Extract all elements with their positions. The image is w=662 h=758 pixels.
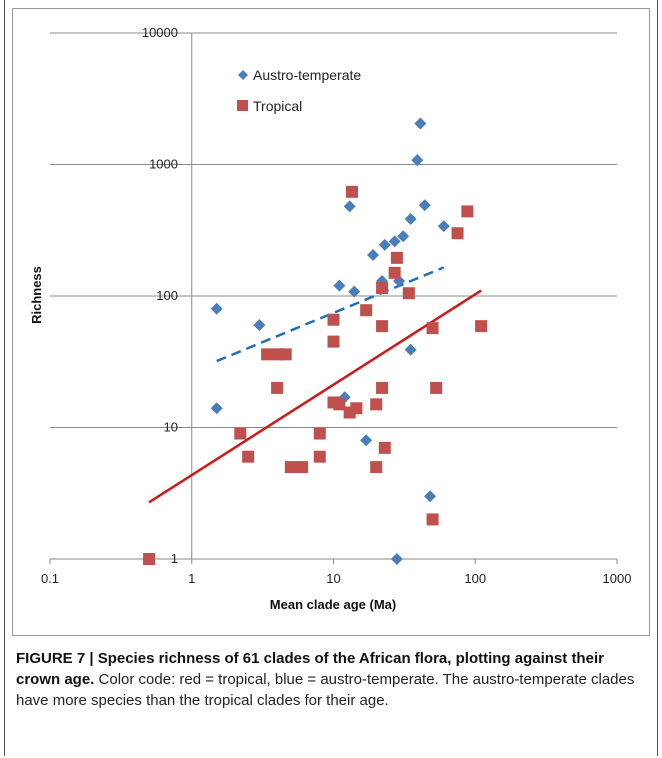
point-tropical-30 [430, 381, 443, 394]
scatter-chart: 1 10 100 1000 10000 0.1 1 10 100 1000 Mean clade … [29, 25, 632, 612]
point-austro-temperate-1 [210, 402, 223, 415]
tick-labels: 1 10 100 1000 10000 0.1 1 10 100 1000 [41, 25, 632, 586]
point-austro-temperate-6 [348, 285, 361, 298]
trend-line-austro-temperate [216, 266, 445, 363]
point-austro-temperate-16 [404, 343, 417, 356]
x-tick-label-100: 100 [464, 571, 486, 586]
point-austro-temperate-3 [333, 279, 346, 292]
x-tick-label-1000: 1000 [603, 571, 632, 586]
point-tropical-1 [234, 427, 247, 440]
point-austro-temperate-21 [437, 220, 450, 233]
y-tick-label-10: 10 [164, 420, 178, 435]
point-tropical-19 [370, 461, 383, 474]
point-austro-temperate-20 [424, 490, 437, 503]
point-austro-temperate-5 [343, 200, 356, 213]
point-austro-temperate-0 [210, 302, 223, 315]
trend-line-tropical [148, 289, 482, 504]
point-austro-temperate-8 [367, 249, 380, 262]
point-austro-temperate-11 [388, 235, 401, 248]
point-austro-temperate-19 [418, 199, 431, 212]
point-tropical-10 [313, 427, 326, 440]
legend-label-austro-temperate: Austro-temperate [253, 67, 361, 83]
grid-lines [50, 32, 617, 428]
point-tropical-7 [284, 461, 297, 474]
caption-heading: FIGURE 7 | Species richness of 61 clades… [16, 650, 604, 688]
x-tick-label-1: 1 [188, 571, 195, 586]
point-tropical-9 [313, 450, 326, 463]
point-tropical-14 [333, 398, 346, 411]
point-tropical-16 [345, 185, 358, 198]
point-austro-temperate-18 [414, 117, 427, 130]
x-axis-title: Mean clade age (Ma) [270, 597, 396, 612]
y-tick-label-1000: 1000 [149, 157, 178, 172]
point-tropical-18 [360, 304, 373, 317]
y-tick-label-100: 100 [156, 288, 178, 303]
legend: Austro-temperate Tropical [237, 67, 361, 114]
figure-border [12, 8, 650, 636]
legend-item-austro-temperate: Austro-temperate [238, 67, 361, 83]
point-tropical-0 [143, 553, 156, 565]
x-tick-label-10: 10 [326, 571, 340, 586]
point-tropical-20 [370, 398, 383, 411]
point-tropical-23 [376, 320, 389, 333]
point-austro-temperate-2 [253, 319, 266, 332]
point-tropical-22 [376, 282, 389, 295]
point-tropical-21 [376, 381, 389, 394]
point-austro-temperate-15 [404, 213, 417, 226]
point-tropical-3 [261, 348, 274, 361]
point-tropical-4 [271, 381, 284, 394]
point-tropical-6 [279, 348, 292, 361]
point-tropical-29 [426, 513, 439, 526]
trend-lines [148, 266, 482, 504]
point-tropical-8 [296, 461, 309, 474]
point-tropical-32 [461, 205, 474, 218]
point-tropical-31 [451, 227, 464, 240]
legend-marker-austro-temperate [238, 70, 248, 80]
page-frame [4, 0, 658, 756]
point-tropical-33 [475, 320, 488, 333]
figure-caption: FIGURE 7 | Species richness of 61 clades… [16, 648, 648, 711]
point-austro-temperate-14 [397, 230, 410, 243]
axes [49, 33, 618, 564]
point-austro-temperate-12 [390, 553, 403, 565]
point-tropical-17 [350, 402, 363, 415]
point-austro-temperate-7 [360, 434, 373, 447]
legend-marker-tropical [237, 100, 248, 111]
y-tick-label-1: 1 [171, 551, 178, 566]
point-tropical-27 [402, 287, 415, 300]
point-tropical-25 [388, 266, 401, 279]
point-tropical-26 [390, 251, 403, 264]
legend-label-tropical: Tropical [253, 98, 302, 114]
legend-item-tropical: Tropical [237, 98, 302, 114]
point-tropical-24 [378, 441, 391, 454]
point-tropical-28 [426, 322, 439, 335]
x-tick-label-0.1: 0.1 [41, 571, 59, 586]
y-tick-label-10000: 10000 [142, 25, 178, 40]
point-austro-temperate-17 [411, 154, 424, 167]
point-tropical-12 [327, 313, 340, 326]
point-austro-temperate-10 [378, 238, 391, 251]
caption-body: Color code: red = tropical, blue = austr… [16, 671, 635, 709]
y-axis-title: Richness [29, 266, 44, 324]
point-tropical-13 [327, 335, 340, 348]
point-tropical-2 [242, 450, 255, 463]
data-points [143, 117, 488, 565]
